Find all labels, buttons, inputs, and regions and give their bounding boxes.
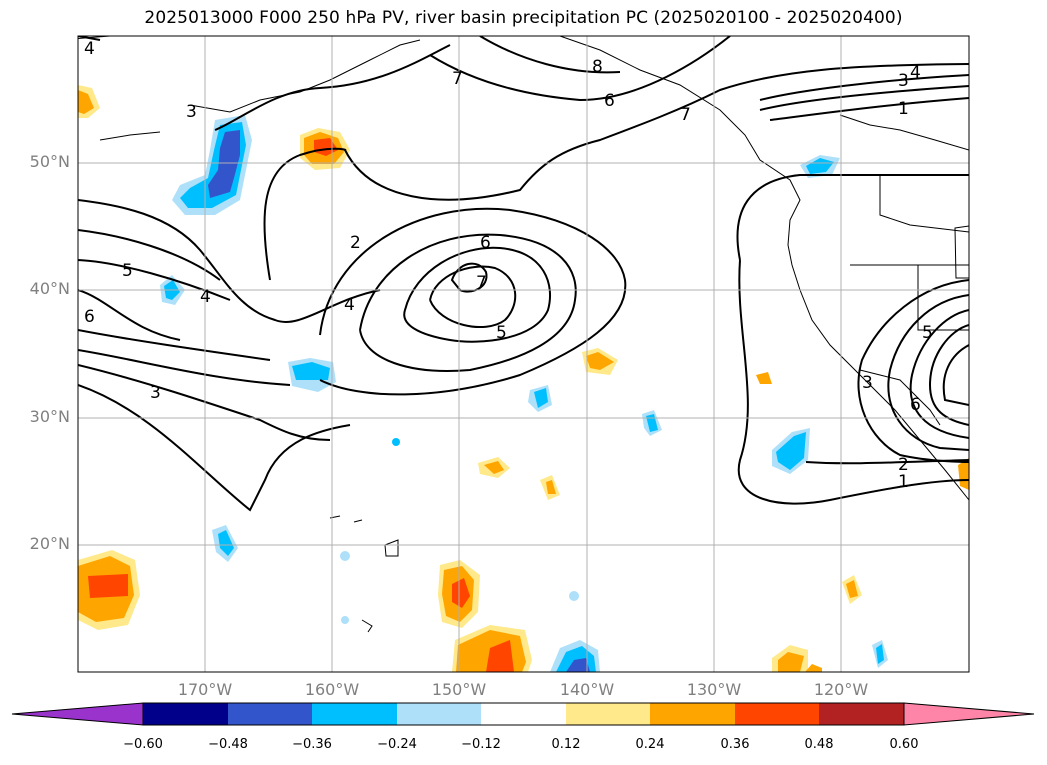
lat-label: 20°N	[29, 534, 70, 553]
contour-label: 4	[200, 287, 211, 307]
colorbar-tick-label: −0.60	[123, 737, 163, 752]
contour-label-group: 4 3 7 8 6 7 3 4 1 2 6 7 5 5 4 4 6 3 2 1 …	[84, 39, 933, 492]
coastlines	[78, 36, 969, 633]
contour-label: 3	[898, 71, 909, 91]
lon-label: 160°W	[304, 680, 360, 699]
colorbar-tick-label: 0.60	[889, 737, 919, 752]
contour-label: 3	[862, 373, 873, 393]
contour-label: 7	[680, 105, 691, 125]
plot-frame	[77, 35, 970, 673]
contour-label: 2	[898, 455, 909, 475]
colorbar-tick-label: −0.36	[292, 737, 332, 752]
colorbar-bin	[397, 703, 481, 725]
colorbar-outline	[142, 702, 905, 726]
colorbar-bin	[566, 703, 650, 725]
pv-contours	[78, 36, 969, 512]
colorbar-bin	[143, 703, 228, 725]
contour-label: 1	[898, 472, 909, 492]
graticule	[78, 36, 969, 672]
contour-label: 4	[344, 295, 355, 315]
colorbar-tick-label: 0.48	[804, 737, 834, 752]
colorbar-bin	[735, 703, 819, 725]
map-title: 2025013000 F000 250 hPa PV, river basin …	[144, 8, 903, 28]
contour-label: 7	[476, 273, 487, 293]
contour-label: 1	[898, 99, 909, 119]
lat-label: 30°N	[29, 407, 70, 426]
contour-label: 6	[84, 307, 95, 327]
contour-label: 6	[480, 233, 491, 253]
colorbar-extend-min	[11, 702, 144, 726]
lon-label: 130°W	[686, 680, 742, 699]
precip-shading	[78, 85, 969, 672]
colorbar-bin	[819, 703, 904, 725]
colorbar-tick-label: −0.12	[461, 737, 501, 752]
colorbar-bin	[228, 703, 312, 725]
lon-label: 120°W	[813, 680, 869, 699]
colorbar-bin	[650, 703, 735, 725]
colorbar-tick-label: 0.24	[635, 737, 665, 752]
contour-label: 5	[122, 261, 133, 281]
contour-label: 6	[604, 91, 615, 111]
contour-label: 6	[910, 395, 921, 415]
lon-label: 140°W	[559, 680, 615, 699]
lon-label: 150°W	[431, 680, 487, 699]
contour-label: 7	[452, 69, 463, 89]
contour-label: 2	[350, 233, 361, 253]
colorbar-tick-label: −0.24	[377, 737, 417, 752]
contour-label: 4	[84, 39, 95, 59]
colorbar-bin	[312, 703, 397, 725]
colorbar-tick-label: −0.48	[208, 737, 248, 752]
colorbar-bin	[481, 703, 566, 725]
contour-label: 8	[592, 57, 603, 77]
contour-label: 3	[150, 383, 161, 403]
colorbar	[11, 702, 1035, 726]
colorbar-tick-label: 0.36	[720, 737, 750, 752]
lat-label: 40°N	[29, 279, 70, 298]
lat-label: 50°N	[29, 152, 70, 171]
lon-label: 170°W	[177, 680, 233, 699]
colorbar-tick-label: 0.12	[551, 737, 581, 752]
contour-label: 5	[922, 323, 933, 343]
contour-label: 4	[910, 63, 921, 83]
colorbar-extend-max	[903, 702, 1035, 726]
contour-label: 3	[186, 102, 197, 122]
contour-label: 5	[496, 323, 507, 343]
